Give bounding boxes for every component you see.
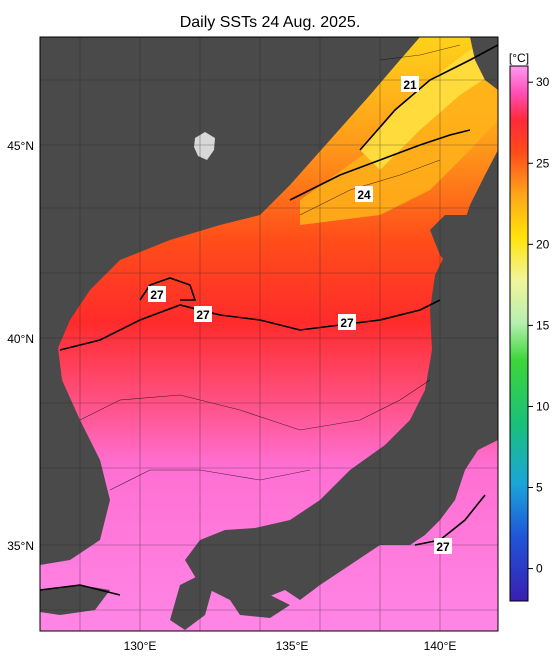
contour-label-21: 21 — [403, 78, 417, 92]
lon-label-140: 140°E — [424, 639, 457, 653]
lon-label-130: 130°E — [124, 639, 157, 653]
contour-label-27-c: 27 — [340, 316, 354, 330]
colorbar: [°C] 30 25 20 15 10 5 0 — [509, 51, 550, 602]
colorbar-tick-label: 15 — [536, 318, 550, 332]
colorbar-tick-label: 20 — [536, 237, 550, 251]
lat-label-40: 40°N — [7, 332, 34, 346]
map-title: Daily SSTs 24 Aug. 2025. — [179, 14, 361, 31]
colorbar-tick-label: 30 — [536, 75, 550, 89]
colorbar-tick-label: 5 — [536, 481, 543, 495]
colorbar-unit: [°C] — [509, 51, 529, 65]
contour-label-27-a: 27 — [150, 288, 164, 302]
colorbar-tick-label: 10 — [536, 399, 550, 413]
continent-land — [40, 37, 420, 565]
colorbar-tick-label: 0 — [536, 562, 543, 576]
colorbar-ramp — [509, 65, 529, 602]
lat-label-35: 35°N — [7, 539, 34, 553]
contour-label-24: 24 — [357, 188, 371, 202]
grid-lines — [40, 37, 498, 631]
lat-label-45: 45°N — [7, 139, 34, 153]
map-frame — [39, 36, 499, 632]
colorbar-tick-label: 25 — [536, 156, 550, 170]
lon-label-135: 135°E — [276, 639, 309, 653]
japan-land — [185, 150, 498, 600]
contour-label-group: 21 24 27 27 27 27 — [148, 76, 452, 554]
contour-label-27-b: 27 — [196, 308, 210, 322]
contour-label-27-d: 27 — [436, 540, 450, 554]
